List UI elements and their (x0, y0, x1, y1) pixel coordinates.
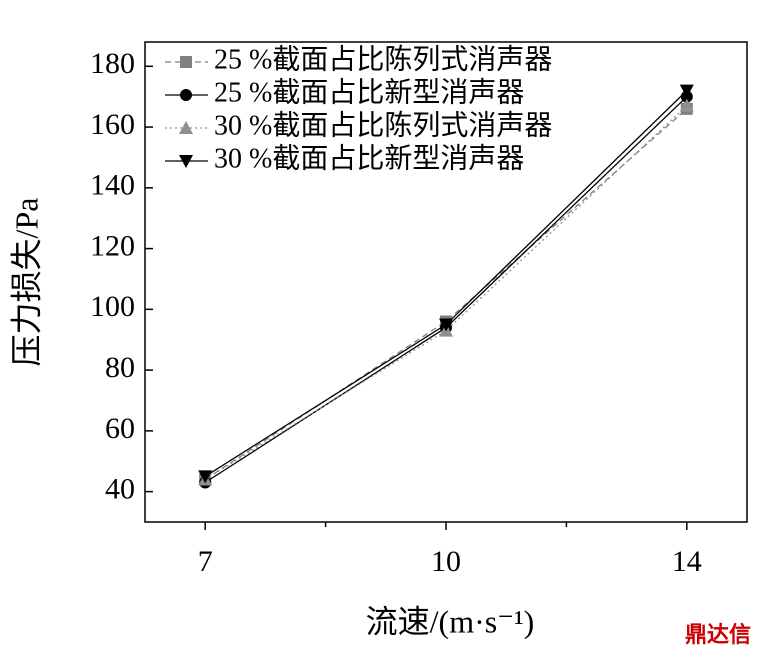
legend-label: 30 %截面占比陈列式消声器 (214, 109, 552, 141)
y-tick-label: 140 (90, 169, 135, 202)
y-tick-label: 160 (90, 108, 135, 141)
marker (439, 318, 453, 332)
y-tick-label: 180 (90, 47, 135, 80)
marker (198, 470, 213, 484)
legend-marker (180, 56, 192, 68)
y-tick-label: 100 (90, 290, 135, 323)
watermark: 鼎达信 (685, 622, 751, 648)
legend-label: 30 %截面占比新型消声器 (214, 142, 524, 174)
marker (679, 84, 694, 98)
y-tick-label: 80 (105, 351, 135, 384)
legend-label: 25 %截面占比新型消声器 (214, 76, 524, 108)
marker (679, 98, 694, 112)
legend-label: 25 %截面占比陈列式消声器 (214, 43, 552, 75)
x-tick-label: 7 (198, 545, 213, 578)
legend-marker (179, 121, 193, 134)
series-line (204, 108, 688, 481)
y-tick-label: 40 (105, 473, 135, 506)
x-axis-label: 流速/(m·s⁻¹) (366, 603, 535, 639)
legend-marker (179, 155, 193, 168)
x-tick-label: 10 (431, 545, 461, 578)
y-tick-label: 60 (105, 412, 135, 445)
y-axis-label: 压力损失/Pa (8, 198, 44, 367)
x-tick-label: 14 (672, 545, 702, 578)
y-tick-label: 120 (90, 229, 135, 262)
legend-marker (180, 89, 192, 101)
